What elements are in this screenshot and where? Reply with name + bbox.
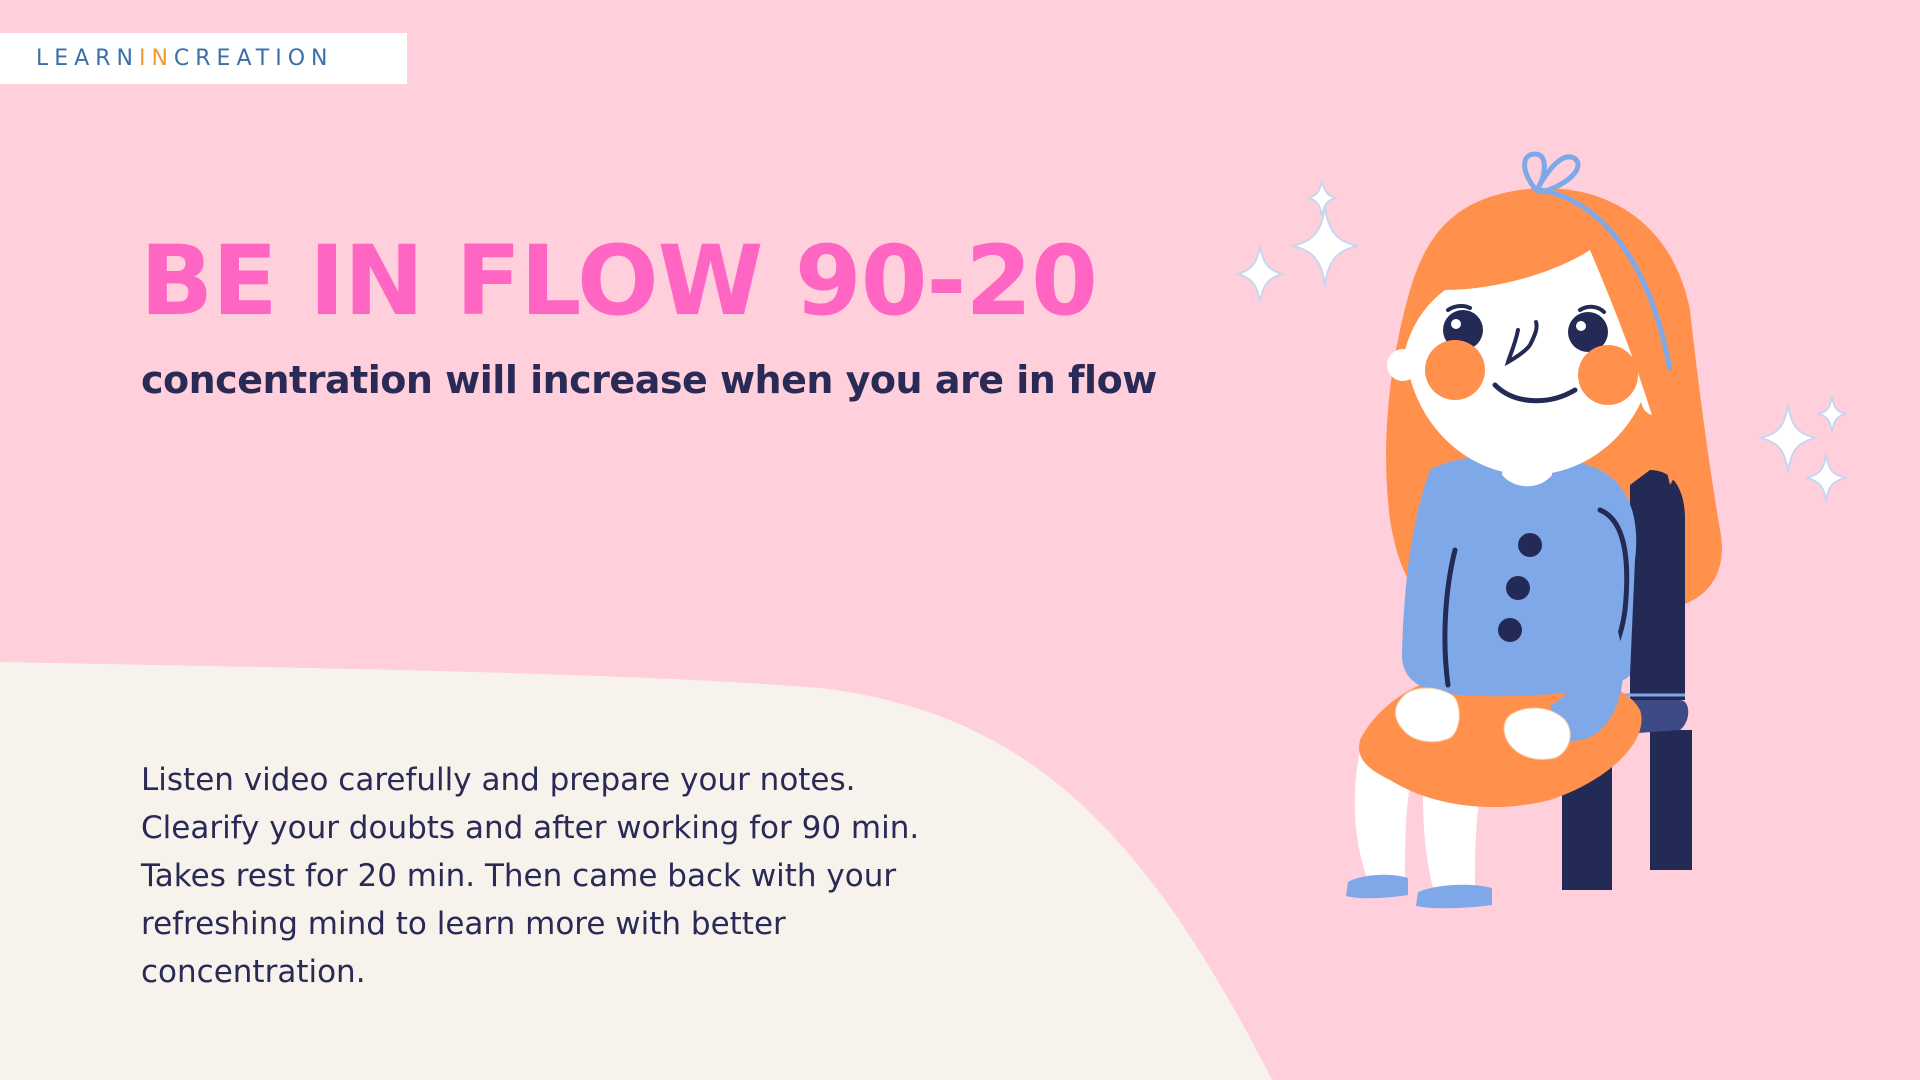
- eyelash: [1446, 303, 1472, 312]
- brand-logo: LEARN IN CREATION: [0, 33, 407, 84]
- girl-shirt: [1401, 455, 1637, 697]
- arm-outline: [1442, 547, 1458, 688]
- eyelash: [1578, 304, 1606, 314]
- sparkle-icon: [1234, 179, 1359, 303]
- hand-icon: [1503, 707, 1571, 760]
- slide-subtitle: concentration will increase when you are…: [141, 358, 1157, 402]
- body-line: Takes rest for 20 min. Then came back wi…: [141, 858, 897, 894]
- body-line: refreshing mind to learn more with bette…: [141, 906, 786, 942]
- nose: [1504, 320, 1539, 367]
- girl-sitting-on-chair-illustration: [1234, 151, 1847, 909]
- cheek: [1425, 340, 1485, 400]
- logo-text-learn: LEARN: [36, 46, 139, 71]
- chair-back: [1630, 470, 1685, 700]
- cheek: [1578, 345, 1638, 405]
- body-line: Clearify your doubts and after working f…: [141, 810, 920, 846]
- body-paragraph: Listen video carefully and prepare your …: [141, 756, 961, 996]
- shirt-button: [1518, 533, 1542, 557]
- slide-title: BE IN FLOW 90-20: [140, 225, 1098, 337]
- shoe-icon: [1346, 874, 1408, 899]
- girl-sleeve: [1550, 580, 1624, 741]
- shirt-button: [1498, 618, 1522, 642]
- bow-icon: [1522, 151, 1581, 195]
- body-line: Listen video carefully and prepare your …: [141, 762, 856, 798]
- sparkle-icon: [1759, 395, 1847, 503]
- smile: [1492, 382, 1578, 404]
- body-line: concentration.: [141, 954, 366, 990]
- shirt-button: [1506, 576, 1530, 600]
- hair-front: [1404, 189, 1684, 400]
- logo-text-in: IN: [138, 46, 174, 71]
- logo-text-creation: CREATION: [173, 46, 334, 71]
- shoe-icon: [1416, 884, 1492, 909]
- girl-ear: [1387, 349, 1419, 381]
- headband: [1539, 187, 1673, 371]
- chair-leg: [1650, 730, 1692, 870]
- hand-icon: [1394, 687, 1460, 743]
